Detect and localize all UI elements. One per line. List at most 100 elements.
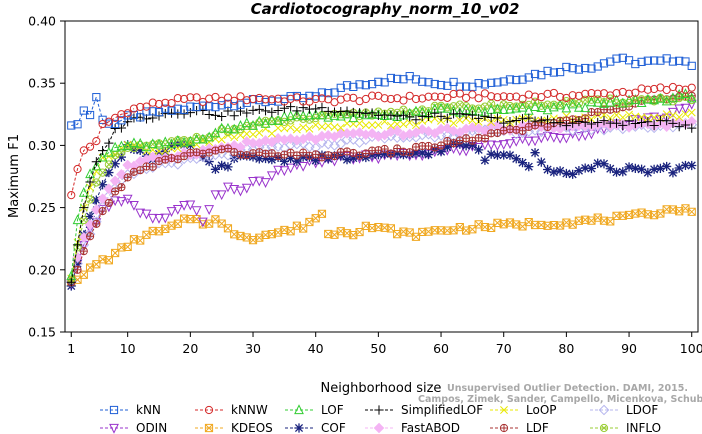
data-point [680,88,691,99]
y-tick-label: 0.40 [28,14,56,29]
data-point [104,167,114,178]
data-point [336,83,345,92]
data-point [73,164,82,174]
data-point [542,104,553,115]
data-point [122,159,133,171]
data-point [474,145,484,155]
legend-item-simplifiedlof: SimplifiedLOF [365,403,483,417]
data-point [348,153,358,163]
data-point [129,137,139,148]
data-point [255,148,264,157]
data-point [342,81,352,90]
data-point [593,62,602,71]
data-point [136,166,145,175]
data-point [361,94,370,104]
data-point [267,155,277,165]
data-point [505,139,515,150]
data-point [79,247,88,256]
data-point [675,113,684,121]
data-point [517,101,528,112]
data-point [405,148,414,157]
data-point [236,92,245,101]
data-point [449,77,458,87]
data-point [292,156,302,166]
data-point [461,141,471,151]
data-point [148,98,157,107]
data-point [467,110,477,120]
data-point [210,110,221,120]
data-point [386,110,396,120]
data-point [537,71,546,80]
data-point [161,104,170,113]
y-tick-label: 0.20 [28,262,56,277]
data-point [241,117,252,128]
legend-marker [598,404,610,416]
data-point [580,163,590,173]
data-point [555,166,565,176]
data-point [487,118,496,127]
data-point [72,252,83,263]
data-point [493,78,502,87]
data-point [279,111,290,121]
data-point [72,214,83,225]
data-point [98,145,108,156]
data-point [480,80,490,89]
data-point [518,126,527,135]
data-point [260,178,271,188]
data-point [486,140,497,151]
data-point [322,138,334,150]
data-point [235,120,246,130]
data-point [574,116,584,127]
data-point [142,102,151,111]
data-point [204,109,214,120]
data-point [104,117,113,126]
data-point [511,102,522,113]
data-point [166,108,177,118]
data-point [548,132,559,143]
data-point [505,92,515,102]
data-point [548,101,559,112]
data-point [543,66,552,76]
data-point [374,77,383,86]
data-point [123,111,132,120]
legend-label: LDF [526,421,549,434]
data-point [242,108,252,118]
data-point [367,91,377,100]
legend-label: FastABOD [401,421,460,434]
data-point [85,177,95,187]
data-point [361,81,370,90]
x-tick-label: 90 [621,341,637,356]
data-point [687,207,696,216]
data-point [474,79,483,88]
data-point [191,133,202,144]
data-point [430,92,439,101]
data-point [298,103,308,113]
data-point [317,88,327,97]
data-point [279,156,289,166]
data-point [355,80,364,89]
data-point [248,177,258,187]
data-point [411,148,421,158]
x-tick-label: 50 [370,341,386,356]
data-point [72,240,83,250]
data-point [142,107,151,116]
data-point [223,182,233,193]
data-point [631,112,640,121]
data-point [179,201,189,211]
data-point [154,214,164,224]
data-point [393,74,402,84]
data-point [179,94,189,104]
data-point [642,113,653,124]
data-point [67,121,76,130]
data-point [274,124,283,133]
data-point [461,109,471,120]
data-point [436,80,446,90]
data-point [424,78,433,87]
data-point [612,111,621,120]
data-point [592,96,603,107]
legend-marker [500,406,508,414]
data-point [98,207,107,216]
data-point [499,77,508,86]
data-point [643,168,653,178]
